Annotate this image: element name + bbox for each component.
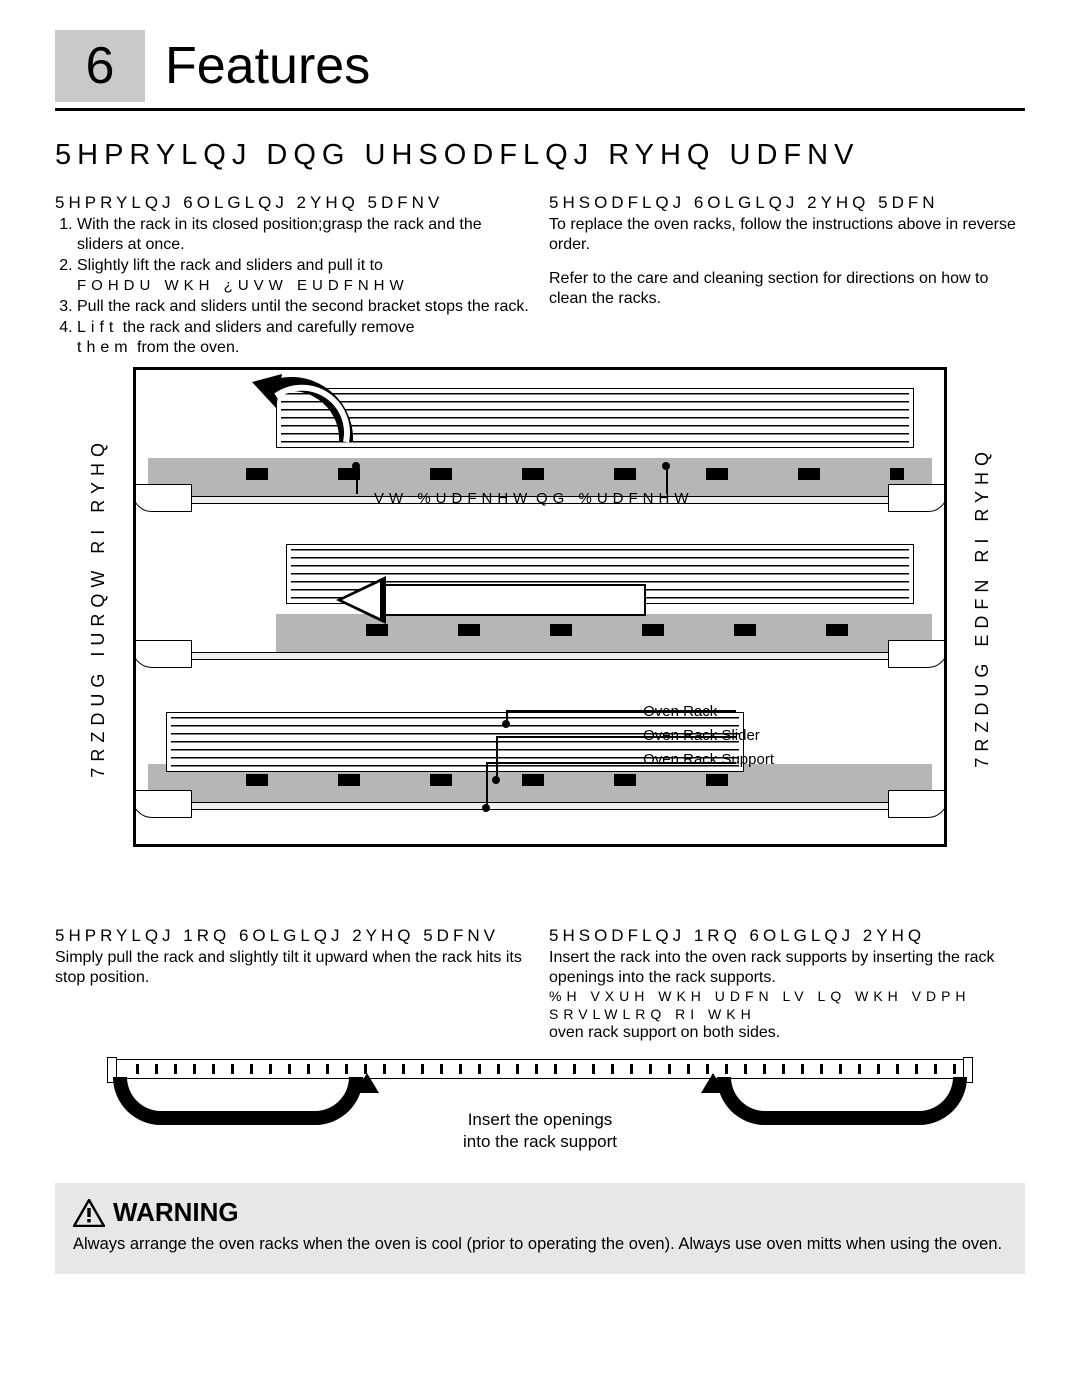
removing-list: With the rack in its closed position;gra… — [55, 215, 531, 276]
spaced-text: FOHDU WKH ¿UVW EUDFNHW — [55, 277, 531, 296]
rack-view-top: VW %UDFNHW QG %UDFNHW — [136, 370, 944, 526]
text: Refer to the care and cleaning section f… — [549, 269, 1025, 309]
list-item: Pull the rack and sliders until the seco… — [77, 297, 531, 317]
spaced-text: %H VXUH WKH UDFN LV LQ WKH VDPH SRVLWLRQ… — [549, 988, 1025, 1023]
rack-view-bottom: Oven Rack Oven Rack Slider Oven Rack Sup… — [136, 682, 944, 847]
side-label-text: 7RZDUG IURQW RI RYHQ — [88, 437, 109, 778]
side-label-left: 7RZDUG IURQW RI RYHQ — [85, 367, 111, 847]
label-oven-rack-support: Oven Rack Support — [643, 748, 774, 772]
caption-line-1: Insert the openings — [468, 1110, 613, 1129]
text: Insert the rack into the oven rack suppo… — [549, 948, 1025, 988]
list-item: Lift the rack and sliders and carefully … — [77, 318, 531, 358]
col-replacing-nonsliding: 5HSODFLQJ 1RQ 6OLGLQJ 2YHQ Insert the ra… — [549, 925, 1025, 1043]
warning-box: WARNING Always arrange the oven racks wh… — [55, 1183, 1025, 1273]
warning-body: Always arrange the oven racks when the o… — [73, 1234, 1007, 1255]
rack-track — [115, 1059, 965, 1079]
diagram-frame: VW %UDFNHW QG %UDFNHW — [133, 367, 947, 847]
removing-ns-heading: 5HPRYLQJ 1RQ 6OLGLQJ 2YHQ 5DFNV — [55, 925, 531, 946]
warning-icon — [73, 1199, 105, 1227]
lower-diagram: Insert the openings into the rack suppor… — [55, 1051, 1025, 1161]
col-removing-nonsliding: 5HPRYLQJ 1RQ 6OLGLQJ 2YHQ 5DFNV Simply p… — [55, 925, 531, 1043]
page-number: 6 — [86, 36, 115, 96]
pull-arrow-icon — [336, 576, 646, 624]
lower-columns: 5HPRYLQJ 1RQ 6OLGLQJ 2YHQ 5DFNV Simply p… — [55, 925, 1025, 1043]
spaced-text: Lift — [77, 319, 118, 336]
bracket-label-1: VW %UDFNHW — [374, 490, 532, 507]
lower-diagram-caption: Insert the openings into the rack suppor… — [55, 1109, 1025, 1152]
section-title: 5HPRYLQJ DQG UHSODFLQJ RYHQ UDFNV — [55, 139, 1025, 172]
removing-list-cont: Pull the rack and sliders until the seco… — [55, 297, 531, 358]
list-item: Slightly lift the rack and sliders and p… — [77, 256, 531, 276]
label-oven-rack: Oven Rack — [643, 700, 774, 724]
lift-arrow-icon — [236, 372, 366, 462]
replacing-heading: 5HSODFLQJ 6OLGLQJ 2YHQ 5DFN — [549, 192, 1025, 213]
replacing-ns-heading: 5HSODFLQJ 1RQ 6OLGLQJ 2YHQ — [549, 925, 1025, 946]
text: To replace the oven racks, follow the in… — [549, 215, 1025, 255]
list-item: With the rack in its closed position;gra… — [77, 215, 531, 255]
page-number-box: 6 — [55, 30, 145, 102]
side-label-text: 7RZDUG EDFN RI RYHQ — [972, 446, 993, 768]
spaced-text: them — [77, 339, 133, 356]
upper-columns: 5HPRYLQJ 6OLGLQJ 2YHQ 5DFNV With the rac… — [55, 192, 1025, 359]
page-title: Features — [165, 36, 370, 96]
caption-line-2: into the rack support — [463, 1132, 617, 1151]
col-replacing-sliding: 5HSODFLQJ 6OLGLQJ 2YHQ 5DFN To replace t… — [549, 192, 1025, 359]
text: Simply pull the rack and slightly tilt i… — [55, 948, 531, 988]
page: 6 Features 5HPRYLQJ DQG UHSODFLQJ RYHQ U… — [0, 0, 1080, 1314]
main-diagram: 7RZDUG IURQW RI RYHQ 7RZDUG EDFN RI RYHQ — [55, 367, 1025, 907]
text: the rack and sliders and carefully remov… — [118, 319, 414, 336]
warning-heading-row: WARNING — [73, 1197, 1007, 1228]
text: oven rack support on both sides. — [549, 1023, 1025, 1043]
warning-heading: WARNING — [113, 1197, 239, 1228]
col-removing-sliding: 5HPRYLQJ 6OLGLQJ 2YHQ 5DFNV With the rac… — [55, 192, 531, 359]
rack-view-middle — [136, 526, 944, 682]
text: from the oven. — [133, 339, 240, 356]
side-label-right: 7RZDUG EDFN RI RYHQ — [969, 367, 995, 847]
page-header: 6 Features — [55, 30, 1025, 111]
removing-heading: 5HPRYLQJ 6OLGLQJ 2YHQ 5DFNV — [55, 192, 531, 213]
bracket-label-2: QG %UDFNHW — [536, 490, 694, 507]
